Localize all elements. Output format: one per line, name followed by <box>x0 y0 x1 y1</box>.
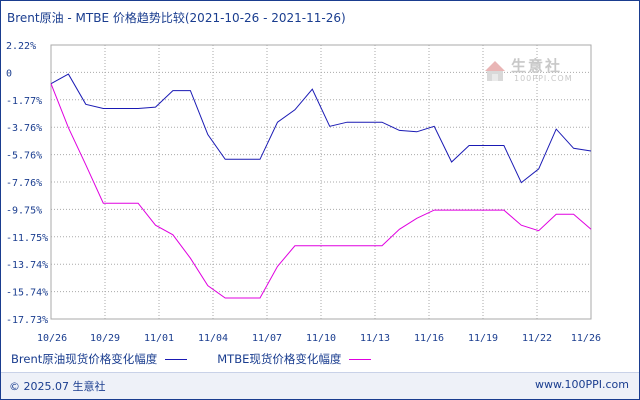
watermark-url: 100PPI.COM <box>514 74 573 83</box>
x-tick-label: 11/10 <box>306 333 336 344</box>
legend-swatch-mtbe <box>349 358 372 360</box>
legend-swatch-brent <box>165 358 188 360</box>
y-tick-label: -15.74% <box>6 288 48 299</box>
x-tick-label: 11/22 <box>522 333 552 344</box>
y-tick-label: -1.77% <box>6 96 42 107</box>
y-tick-label: -7.76% <box>6 178 42 189</box>
x-tick-label: 10/26 <box>37 333 67 344</box>
x-tick-label: 11/13 <box>360 333 390 344</box>
legend-label-mtbe: MTBE现货价格变化幅度 <box>217 352 342 366</box>
watermark-logo-icon <box>485 61 505 81</box>
y-tick-label: 0 <box>6 68 12 79</box>
y-tick-label: -5.76% <box>6 151 42 162</box>
footer-site-link[interactable]: www.100PPI.com <box>535 378 629 391</box>
y-tick-label: 2.22% <box>6 41 36 52</box>
legend-label-brent: Brent原油现货价格变化幅度 <box>11 352 158 366</box>
x-tick-label: 11/07 <box>252 333 282 344</box>
chart-title: Brent原油 - MTBE 价格趋势比较(2021-10-26 - 2021-… <box>7 11 346 25</box>
series-line-brent <box>50 73 592 184</box>
footer: © 2025.07 生意社 www.100PPI.com <box>1 372 639 399</box>
x-tick-label: 10/29 <box>90 333 120 344</box>
y-tick-label: -9.75% <box>6 205 42 216</box>
x-tick-label: 11/01 <box>144 333 174 344</box>
watermark-text: 生意社 <box>511 57 563 75</box>
footer-copyright: © 2025.07 生意社 <box>9 380 106 393</box>
y-tick-label: -11.75% <box>6 233 48 244</box>
x-tick-label: 11/16 <box>414 333 444 344</box>
y-tick-label: -17.73% <box>6 315 48 326</box>
y-tick-label: -3.76% <box>6 123 42 134</box>
y-tick-label: -13.74% <box>6 260 48 271</box>
series-line-mtbe <box>50 83 592 299</box>
x-tick-label: 11/26 <box>571 333 601 344</box>
x-tick-label: 11/19 <box>468 333 498 344</box>
legend: Brent原油现货价格变化幅度 MTBE现货价格变化幅度 <box>11 351 401 367</box>
x-tick-label: 11/04 <box>198 333 228 344</box>
